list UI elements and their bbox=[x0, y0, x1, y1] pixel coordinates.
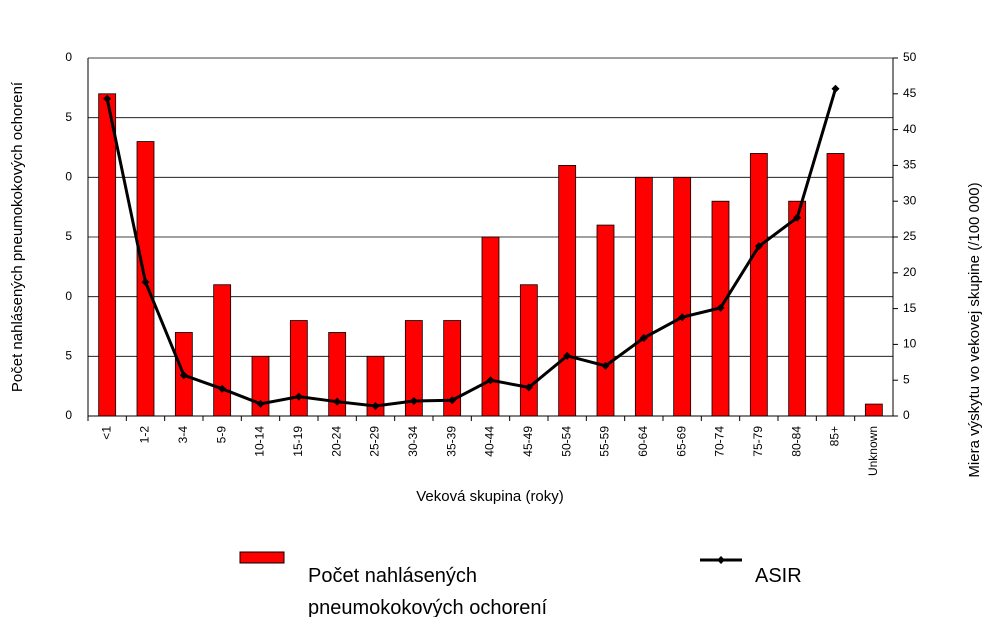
x-tick-label: 60-64 bbox=[636, 426, 650, 457]
bar bbox=[98, 93, 117, 417]
x-tick-label: 5-9 bbox=[214, 426, 228, 444]
x-tick-label: 40-44 bbox=[483, 426, 497, 457]
x-tick-label: 30-34 bbox=[406, 426, 420, 457]
y2-tick-label: 10 bbox=[903, 337, 917, 351]
y-tick-label: 0 bbox=[65, 50, 72, 64]
marker bbox=[256, 399, 265, 408]
y2-tick-label: 40 bbox=[903, 122, 917, 136]
x-tick-label: 85+ bbox=[828, 426, 842, 446]
x-tick-label: 55-59 bbox=[598, 426, 612, 457]
marker bbox=[103, 94, 112, 103]
x-tick-label: 15-19 bbox=[291, 426, 305, 457]
x-tick-label: 45-49 bbox=[521, 426, 535, 457]
y2-tick-label: 15 bbox=[903, 301, 917, 315]
marker bbox=[678, 313, 687, 322]
marker bbox=[218, 384, 227, 393]
x-tick-label: 70-74 bbox=[713, 426, 727, 457]
y2-tick-label: 35 bbox=[903, 158, 917, 172]
y2-tick-label: 30 bbox=[903, 193, 917, 207]
marker bbox=[831, 84, 840, 93]
marker bbox=[141, 278, 150, 287]
bar bbox=[634, 176, 653, 417]
legend-label: ASIR bbox=[755, 565, 802, 587]
marker bbox=[294, 392, 303, 401]
y2-tick-label: 45 bbox=[903, 86, 917, 100]
marker bbox=[601, 361, 610, 370]
x-tick-label: 75-79 bbox=[751, 426, 765, 457]
x-tick-label: 1-2 bbox=[138, 426, 152, 444]
y-tick-label: 0 bbox=[65, 289, 72, 303]
x-tick-label: 65-69 bbox=[674, 426, 688, 457]
y2-tick-label: 0 bbox=[903, 408, 910, 422]
marker bbox=[793, 213, 802, 222]
marker bbox=[179, 371, 188, 380]
x-tick-label: 20-24 bbox=[329, 426, 343, 457]
y2-tick-label: 5 bbox=[903, 372, 910, 386]
x-tick-label: Unknown bbox=[866, 426, 880, 476]
bar bbox=[213, 284, 232, 417]
marker bbox=[754, 242, 763, 251]
bar bbox=[289, 320, 308, 417]
legend-marker bbox=[717, 556, 725, 564]
bar bbox=[864, 403, 883, 417]
x-tick-label: 80-84 bbox=[789, 426, 803, 457]
y2-tick-label: 25 bbox=[903, 229, 917, 243]
marker bbox=[409, 396, 418, 405]
marker bbox=[563, 351, 572, 360]
x-tick-label: 10-14 bbox=[253, 426, 267, 457]
bar bbox=[749, 153, 768, 417]
y-tick-label: 0 bbox=[65, 408, 72, 422]
x-tick-label: 50-54 bbox=[559, 426, 573, 457]
x-axis-title: Veková skupina (roky) bbox=[416, 488, 564, 505]
x-tick-label: 3-4 bbox=[176, 426, 190, 444]
marker bbox=[486, 376, 495, 385]
bar bbox=[519, 284, 538, 417]
line bbox=[105, 88, 837, 408]
legend-swatch bbox=[239, 551, 285, 564]
bar bbox=[673, 176, 692, 417]
x-tick-label: 25-29 bbox=[368, 426, 382, 457]
bar bbox=[558, 164, 577, 417]
bar bbox=[596, 224, 615, 417]
x-tick-label: <1 bbox=[99, 426, 113, 440]
bar bbox=[826, 153, 845, 417]
bar bbox=[481, 236, 500, 417]
y-tick-label: 5 bbox=[65, 110, 72, 124]
y2-tick-label: 50 bbox=[903, 50, 917, 64]
legend-label: Počet nahlásených pneumokokových ochoren… bbox=[308, 565, 548, 617]
y2-tick-label: 20 bbox=[903, 265, 917, 279]
y-axis-title: Počet nahlásených pneumokokových ochoren… bbox=[9, 81, 26, 392]
marker bbox=[524, 383, 533, 392]
x-tick-label: 35-39 bbox=[444, 426, 458, 457]
bar bbox=[788, 200, 807, 417]
marker bbox=[639, 333, 648, 342]
y-tick-label: 0 bbox=[65, 170, 72, 184]
marker bbox=[448, 396, 457, 405]
marker bbox=[333, 397, 342, 406]
y2-axis-title: Miera výskytu vo vekovej skupine (/100 0… bbox=[966, 182, 983, 477]
marker bbox=[716, 303, 725, 312]
y-tick-label: 5 bbox=[65, 349, 72, 363]
y-tick-label: 5 bbox=[65, 229, 72, 243]
marker bbox=[371, 401, 380, 410]
